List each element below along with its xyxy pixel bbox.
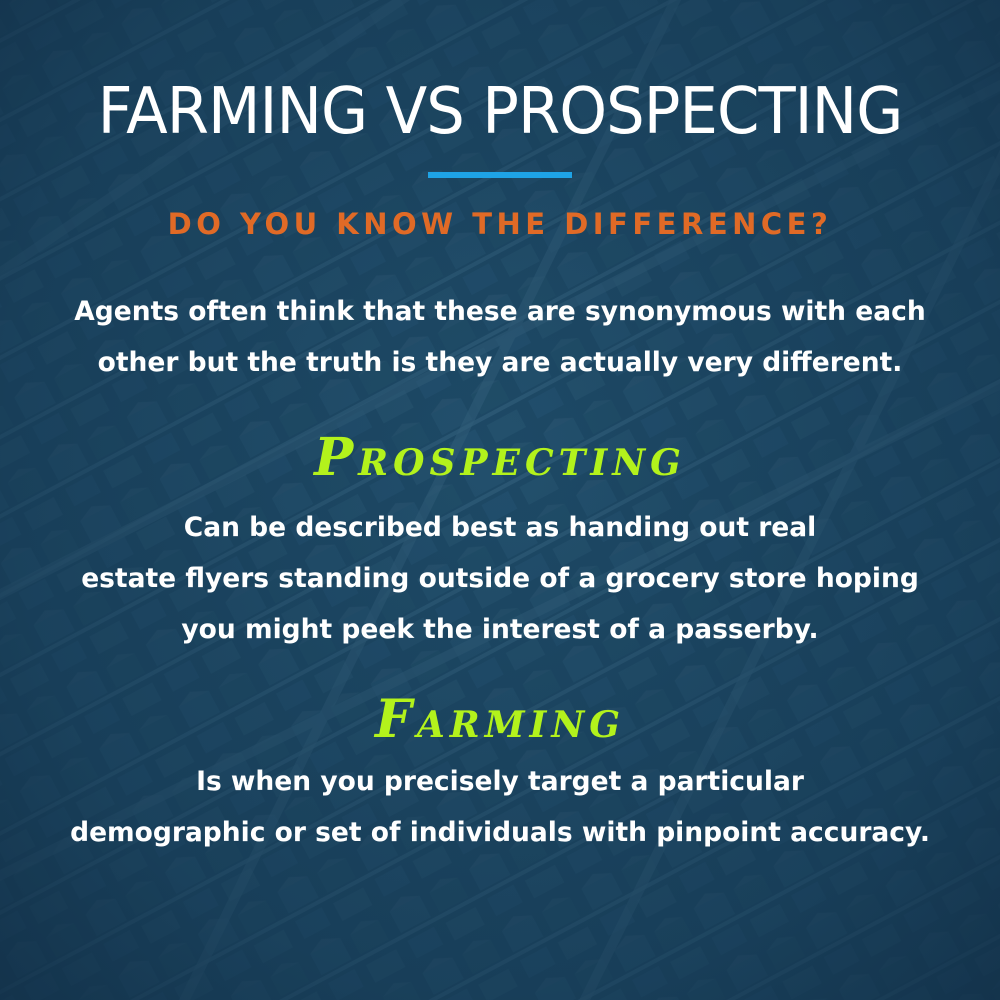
farming-line: Is when you precisely target a particula…	[196, 766, 804, 797]
prospecting-line: you might peek the interest of a passerb…	[181, 614, 819, 645]
subtitle: DO YOU KNOW THE DIFFERENCE?	[167, 207, 833, 241]
intro-line: Agents often think that these are synony…	[74, 296, 926, 327]
prospecting-heading: Prospecting	[314, 427, 686, 488]
title-divider	[428, 172, 572, 178]
prospecting-line: estate flyers standing outside of a groc…	[81, 563, 919, 594]
intro-paragraph: Agents often think that these are synony…	[20, 286, 980, 388]
page-title: FARMING VS PROSPECTING	[97, 75, 904, 149]
farming-line: demographic or set of individuals with p…	[70, 817, 930, 848]
intro-line: other but the truth is they are actually…	[97, 347, 903, 378]
farming-heading: Farming	[374, 689, 626, 750]
farming-paragraph: Is when you precisely target a particula…	[20, 756, 980, 858]
prospecting-paragraph: Can be described best as handing out rea…	[20, 502, 980, 655]
prospecting-line: Can be described best as handing out rea…	[183, 512, 817, 543]
